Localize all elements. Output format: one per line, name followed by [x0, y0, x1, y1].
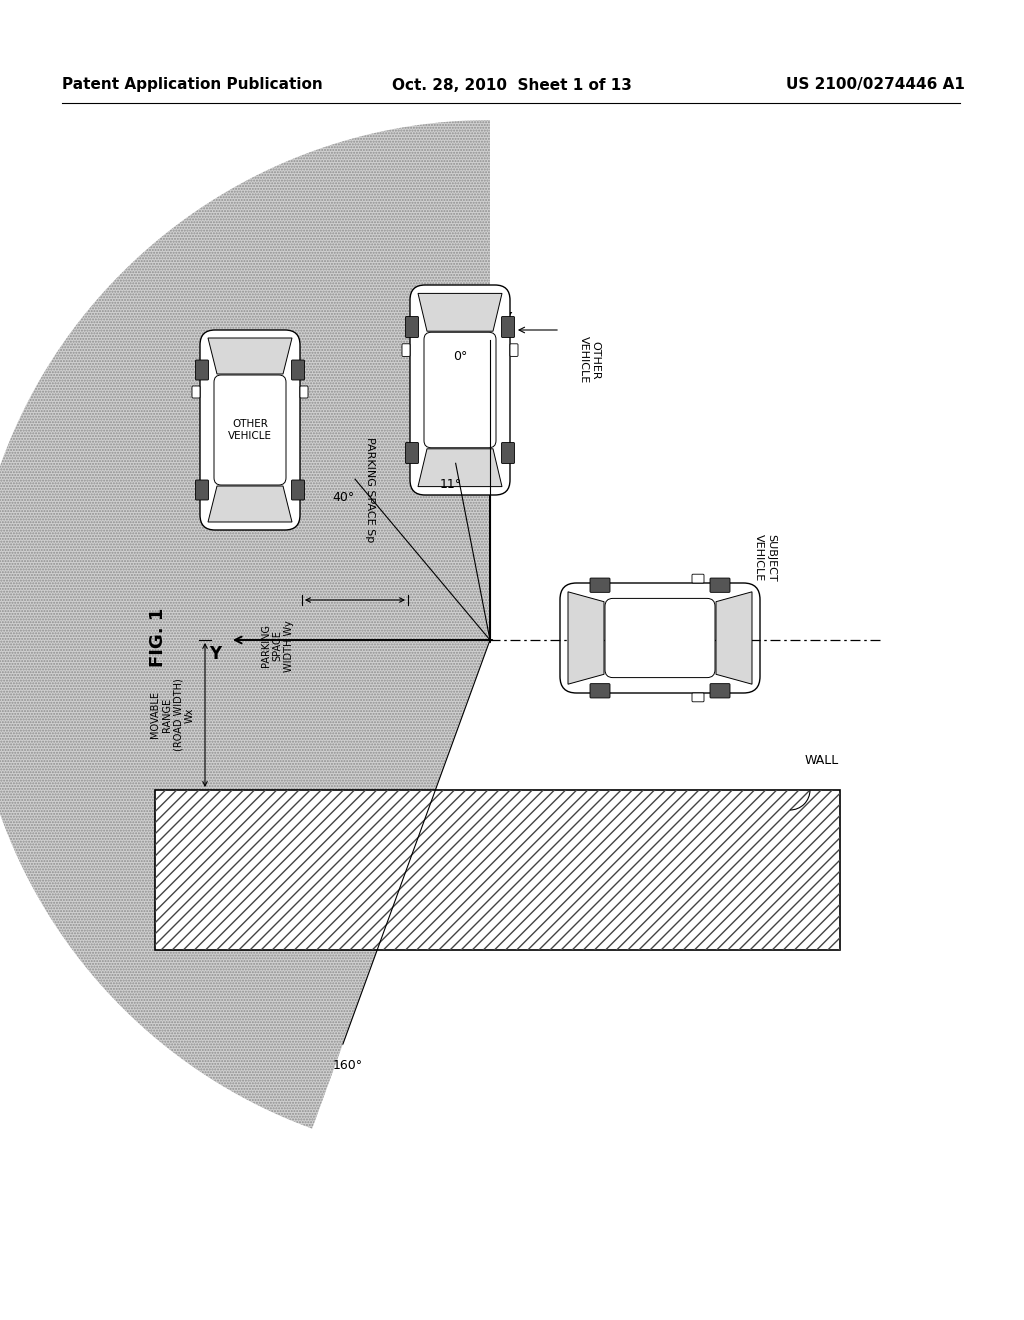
FancyBboxPatch shape — [214, 375, 286, 484]
Text: 40°: 40° — [332, 491, 354, 504]
FancyBboxPatch shape — [710, 684, 730, 698]
FancyBboxPatch shape — [692, 574, 705, 583]
Text: OTHER
VEHICLE: OTHER VEHICLE — [580, 337, 601, 384]
FancyBboxPatch shape — [605, 598, 715, 677]
Polygon shape — [568, 591, 604, 684]
Polygon shape — [208, 486, 292, 521]
Text: MOVABLE
RANGE
(ROAD WIDTH)
Wx: MOVABLE RANGE (ROAD WIDTH) Wx — [151, 678, 195, 751]
Polygon shape — [0, 120, 490, 1129]
FancyBboxPatch shape — [710, 578, 730, 593]
FancyBboxPatch shape — [193, 385, 200, 399]
Text: US 2100/0274446 A1: US 2100/0274446 A1 — [786, 78, 965, 92]
Text: 0°: 0° — [454, 350, 468, 363]
Text: Oct. 28, 2010  Sheet 1 of 13: Oct. 28, 2010 Sheet 1 of 13 — [392, 78, 632, 92]
FancyBboxPatch shape — [200, 330, 300, 531]
FancyBboxPatch shape — [510, 343, 518, 356]
Text: PARKING SPACE Sp: PARKING SPACE Sp — [365, 437, 375, 543]
FancyBboxPatch shape — [424, 333, 496, 447]
Text: OTHER
VEHICLE: OTHER VEHICLE — [228, 420, 272, 441]
Text: WALL: WALL — [805, 754, 840, 767]
Text: 160°: 160° — [333, 1059, 362, 1072]
FancyBboxPatch shape — [292, 360, 304, 380]
FancyBboxPatch shape — [502, 317, 514, 338]
Polygon shape — [208, 338, 292, 374]
FancyBboxPatch shape — [406, 442, 419, 463]
FancyBboxPatch shape — [196, 360, 209, 380]
FancyBboxPatch shape — [196, 480, 209, 500]
FancyBboxPatch shape — [502, 442, 514, 463]
Text: Y: Y — [209, 645, 221, 663]
Polygon shape — [418, 293, 502, 331]
FancyBboxPatch shape — [590, 684, 610, 698]
FancyBboxPatch shape — [560, 583, 760, 693]
FancyBboxPatch shape — [402, 343, 410, 356]
Polygon shape — [418, 449, 502, 487]
Bar — [155, 789, 840, 950]
FancyBboxPatch shape — [692, 693, 705, 702]
Text: Patent Application Publication: Patent Application Publication — [62, 78, 323, 92]
FancyBboxPatch shape — [410, 285, 510, 495]
FancyBboxPatch shape — [590, 578, 610, 593]
FancyBboxPatch shape — [300, 385, 308, 399]
FancyBboxPatch shape — [292, 480, 304, 500]
Text: X: X — [500, 312, 513, 329]
FancyBboxPatch shape — [406, 317, 419, 338]
Bar — [155, 789, 840, 950]
Text: PARKING
SPACE
WIDTH Wy: PARKING SPACE WIDTH Wy — [261, 620, 294, 672]
Text: 11°: 11° — [439, 478, 462, 491]
Text: SUBJECT
VEHICLE: SUBJECT VEHICLE — [755, 535, 776, 582]
Polygon shape — [716, 591, 752, 684]
Text: FIG. 1: FIG. 1 — [150, 607, 167, 667]
